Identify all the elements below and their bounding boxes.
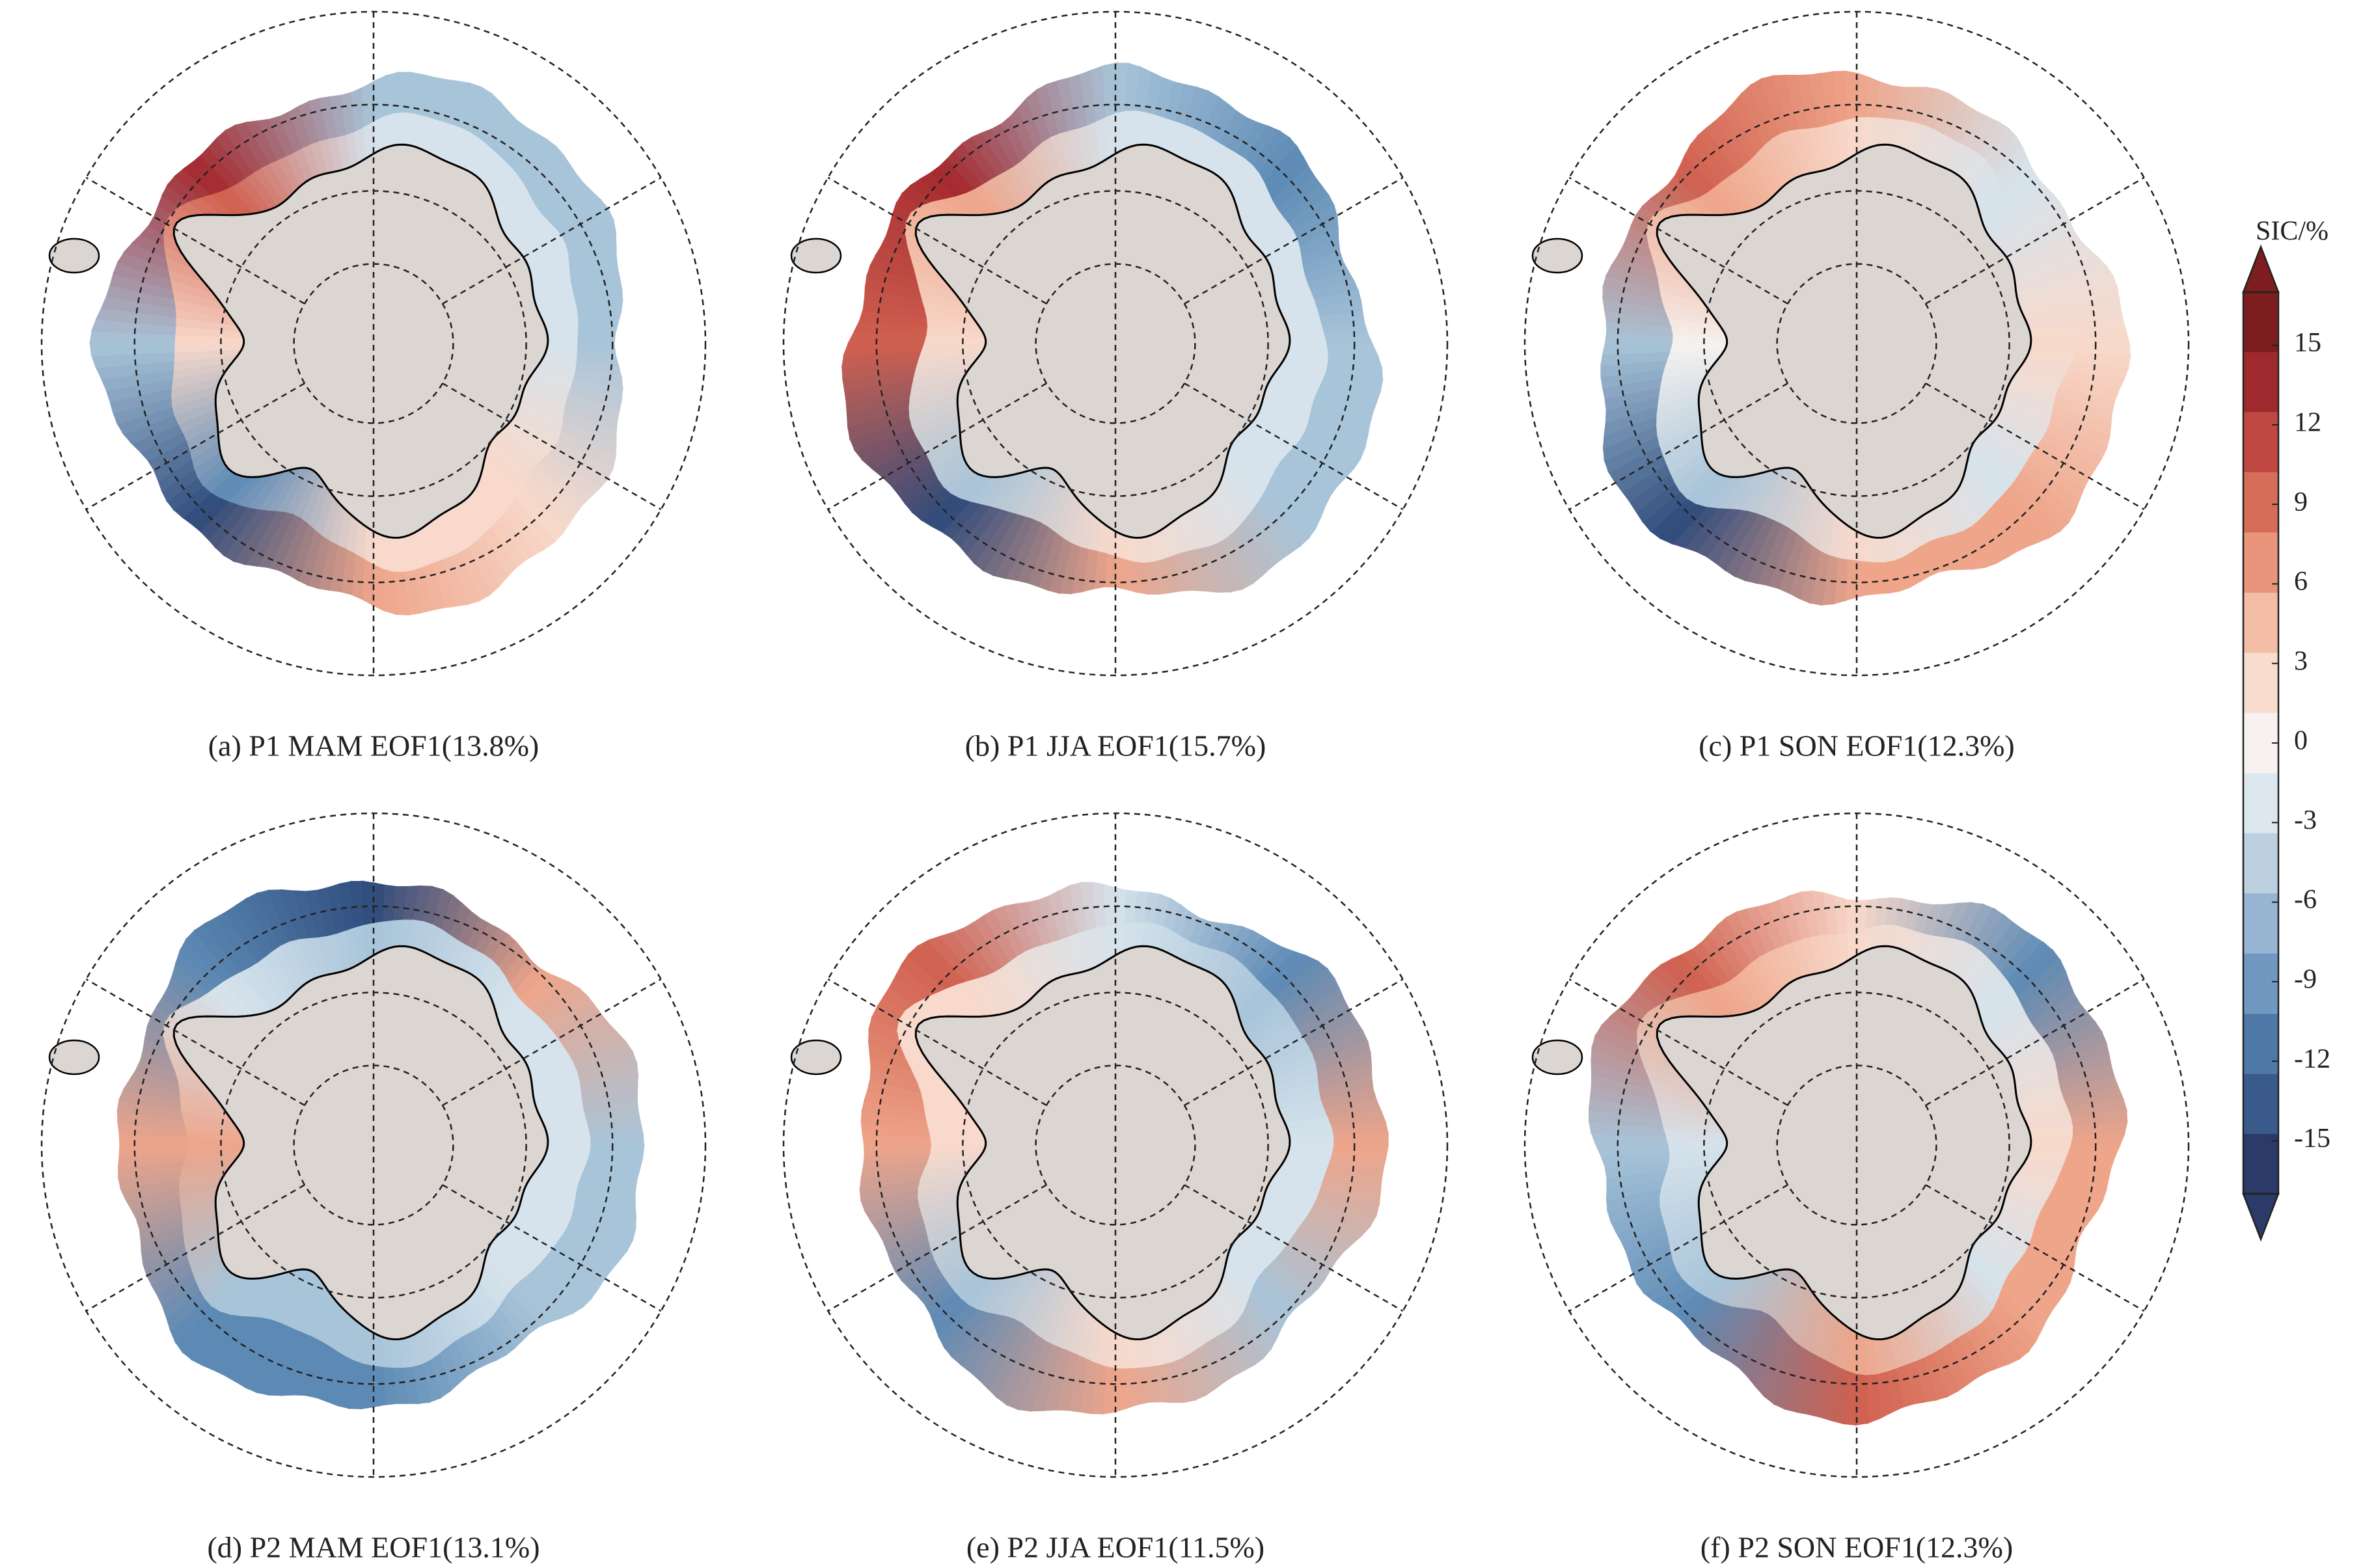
map-panel <box>40 10 707 677</box>
colorbar-segment <box>2243 532 2278 593</box>
colorbar-tick-label: -12 <box>2294 1044 2330 1074</box>
meridian <box>85 383 305 511</box>
panel-caption: (d) P2 MAM EOF1(13.1%) <box>207 1531 540 1564</box>
meridian <box>442 1184 662 1312</box>
colorbar-tick-label: 12 <box>2294 408 2321 438</box>
colorbar-segment <box>2243 292 2278 353</box>
latitude-circle <box>1617 905 2097 1385</box>
map-panel <box>1523 10 2190 677</box>
latitude-circle <box>875 103 1356 584</box>
panel-caption: (c) P1 SON EOF1(12.3%) <box>1699 729 2015 763</box>
meridian <box>1184 978 1404 1106</box>
colorbar-segment <box>2243 953 2278 1014</box>
south-america-tip <box>1531 237 1583 274</box>
meridian <box>827 1184 1047 1312</box>
south-america-tip <box>790 237 842 274</box>
colorbar-segment <box>2243 412 2278 473</box>
colorbar-segment <box>2243 1074 2278 1134</box>
panel-caption: (e) P2 JJA EOF1(11.5%) <box>966 1531 1264 1564</box>
meridian <box>1568 176 1788 304</box>
panel-caption: (f) P2 SON EOF1(12.3%) <box>1701 1531 2013 1564</box>
colorbar-tick-label: 3 <box>2294 646 2308 676</box>
colorbar-extend-bottom <box>2242 1193 2280 1242</box>
sea-ice-outer <box>1102 62 1118 118</box>
map-panel <box>782 812 1449 1478</box>
meridian <box>827 383 1047 511</box>
colorbar-segment <box>2243 352 2278 412</box>
colorbar-tick-label: 15 <box>2294 328 2321 358</box>
sea-ice-outer <box>362 79 376 128</box>
meridian <box>1925 383 2145 511</box>
meridian <box>442 176 662 304</box>
meridian <box>1568 383 1788 511</box>
colorbar-segment <box>2243 472 2278 533</box>
meridian <box>85 978 305 1106</box>
south-america-tip <box>1531 1039 1583 1075</box>
latitude-circle <box>1617 103 2097 584</box>
meridian <box>1925 176 2145 304</box>
meridian <box>1184 1184 1404 1312</box>
latitude-circle <box>875 905 1356 1385</box>
sea-ice-outer <box>1845 899 1859 934</box>
meridian <box>1184 176 1404 304</box>
meridian <box>1568 978 1788 1106</box>
map-panel <box>782 10 1449 677</box>
colorbar-tick-label: 0 <box>2294 726 2308 756</box>
colorbar-label: SIC/% <box>2256 217 2329 247</box>
meridian <box>1925 978 2145 1106</box>
colorbar-tick-label: -6 <box>2294 885 2317 915</box>
sea-ice-outer <box>1844 70 1859 120</box>
panel-caption: (b) P1 JJA EOF1(15.7%) <box>965 729 1266 763</box>
sea-ice-outer <box>1103 884 1118 927</box>
colorbar-extend-top <box>2242 244 2280 293</box>
colorbar-segment <box>2243 833 2278 893</box>
latitude-circle <box>133 905 614 1385</box>
south-america-tip <box>48 237 100 274</box>
meridian <box>85 176 305 304</box>
meridian <box>85 1184 305 1312</box>
panel-caption: (a) P1 MAM EOF1(13.8%) <box>208 729 540 763</box>
meridian <box>1568 1184 1788 1312</box>
colorbar-segment <box>2243 1013 2278 1074</box>
meridian <box>1925 1184 2145 1312</box>
colorbar-segment <box>2243 893 2278 954</box>
south-america-tip <box>790 1039 842 1075</box>
map-panel <box>40 812 707 1478</box>
colorbar-segment <box>2243 593 2278 653</box>
colorbar-tick-label: -15 <box>2294 1124 2330 1154</box>
meridian <box>442 383 662 511</box>
colorbar-segment <box>2243 1133 2278 1194</box>
meridian <box>442 978 662 1106</box>
meridian <box>827 176 1047 304</box>
colorbar-segment <box>2243 773 2278 833</box>
colorbar-tick-label: 9 <box>2294 487 2308 517</box>
map-panel <box>1523 812 2190 1478</box>
colorbar-tick-label: -3 <box>2294 805 2317 835</box>
colorbar-segment <box>2243 653 2278 713</box>
meridian <box>827 978 1047 1106</box>
colorbar-tick-label: 6 <box>2294 567 2308 597</box>
colorbar-tick-label: -9 <box>2294 964 2317 994</box>
meridian <box>1184 383 1404 511</box>
sea-ice-outer <box>361 880 376 925</box>
latitude-circle <box>133 103 614 584</box>
south-america-tip <box>48 1039 100 1075</box>
